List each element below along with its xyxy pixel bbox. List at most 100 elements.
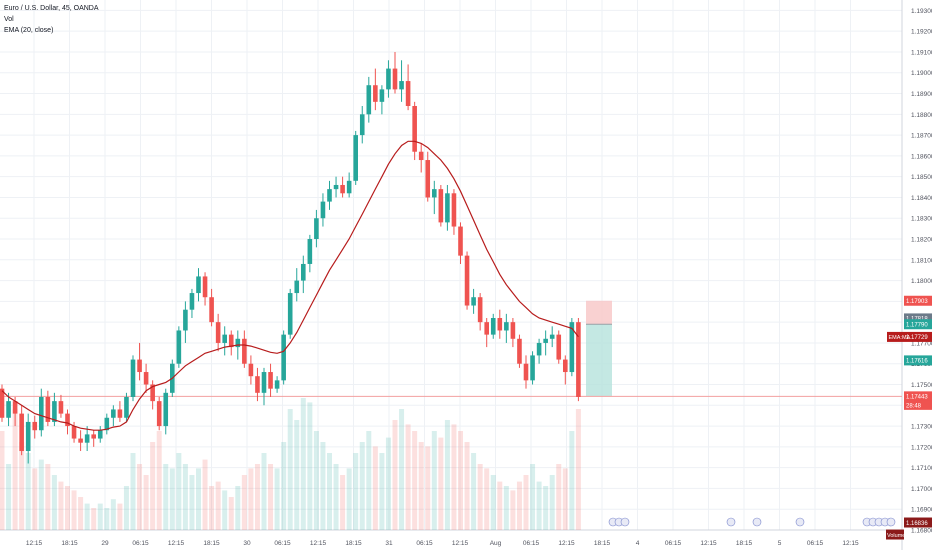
candle-body [202, 276, 208, 298]
economic-event-icon [795, 517, 805, 527]
volume-bar [484, 468, 490, 530]
volume-bar [189, 475, 195, 530]
price-axis-label-bg [904, 355, 932, 366]
volume-bar [438, 437, 444, 530]
price-axis-label-bg [904, 295, 932, 306]
candle-body [91, 434, 96, 439]
volume-bar [156, 431, 162, 530]
x-tick-label: 30 [243, 540, 251, 547]
candle-body [301, 263, 306, 281]
volume-bar [536, 481, 542, 530]
candle-body [353, 135, 358, 181]
volume-bar [51, 475, 57, 530]
x-tick-label: 12:15 [26, 540, 43, 547]
volume-bar [215, 481, 221, 530]
x-tick-label: 29 [101, 540, 109, 547]
volume-bar [490, 475, 496, 530]
volume-bar [268, 464, 274, 530]
x-tick-label: 18:15 [345, 540, 362, 547]
chart-legend: Euro / U.S. Dollar, 45, OANDA Vol EMA (2… [4, 3, 99, 36]
volume-bar [25, 453, 31, 530]
volume-bar [399, 409, 405, 530]
volume-bar [333, 464, 339, 530]
price-axis-label: 1.16836 [906, 521, 928, 527]
candle-body [386, 68, 391, 90]
volume-tag: Volume [887, 533, 905, 539]
volume-bar [503, 486, 509, 530]
y-tick-label: 1.18400 [911, 195, 932, 202]
candle-body [432, 189, 437, 198]
candle-body [0, 388, 5, 418]
grid-lines [0, 0, 902, 531]
volume-bar [575, 409, 581, 530]
volume-bar [392, 420, 398, 530]
candle-body [189, 293, 195, 310]
candle-body [484, 322, 489, 335]
candle-body [65, 413, 70, 427]
x-tick-label: 5 [778, 540, 782, 547]
y-tick-label: 1.18200 [911, 237, 932, 244]
candle-body [281, 334, 286, 381]
volume-bar [150, 442, 156, 530]
economic-event-icon [726, 517, 736, 527]
volume-bar [117, 503, 123, 530]
candle-body [25, 421, 31, 452]
candle-body [287, 293, 293, 335]
x-tick-label: 31 [385, 540, 393, 547]
volume-bar [12, 409, 18, 530]
volume-bar [418, 442, 424, 530]
symbol-title[interactable]: Euro / U.S. Dollar, 45, OANDA [4, 5, 99, 12]
volume-bar [530, 464, 536, 530]
candle-body [543, 338, 548, 343]
candle-body [523, 363, 529, 381]
candle-body [320, 201, 326, 219]
volume-bars [0, 398, 581, 530]
volume-bar [431, 431, 437, 530]
y-tick-label: 1.18700 [911, 133, 932, 140]
x-tick-label: 4 [636, 540, 640, 547]
price-axis-label: 1.17443 [906, 395, 928, 401]
candle-body [458, 226, 463, 256]
candle-body [327, 189, 332, 202]
volume-bar [228, 497, 234, 530]
candle-body [183, 309, 188, 331]
candle-body [137, 359, 142, 373]
price-axis-label-bg [904, 517, 932, 528]
volume-bar [523, 475, 529, 530]
volume-bar [353, 453, 359, 530]
candle-body [97, 430, 103, 439]
volume-bar [294, 420, 300, 530]
volume-bar [163, 464, 169, 530]
ema-indicator-label[interactable]: EMA (20, close) [4, 27, 54, 34]
candle-body [359, 114, 365, 136]
candle-body [451, 193, 457, 227]
candle-body [124, 396, 129, 418]
candle-body [268, 372, 273, 389]
volume-bar [471, 453, 477, 530]
volume-bar [65, 486, 70, 530]
x-tick-label: 12:15 [310, 540, 327, 547]
volume-bar [254, 464, 260, 530]
x-tick-label: 12:15 [700, 540, 717, 547]
volume-bar [510, 490, 516, 530]
volume-bar [84, 503, 90, 530]
volume-bar [405, 424, 411, 530]
x-tick-label: 06:15 [523, 540, 540, 547]
candle-body [490, 318, 496, 335]
y-tick-label: 1.18100 [911, 257, 932, 264]
volume-bar [281, 442, 287, 530]
volume-bar [274, 468, 280, 530]
candle-body [392, 68, 398, 90]
x-tick-label: 18:15 [203, 540, 220, 547]
x-tick-label: 18:15 [61, 540, 78, 547]
volume-bar [543, 486, 549, 530]
candle-body [228, 334, 234, 348]
candle-body [576, 322, 581, 397]
volume-bar [110, 499, 116, 530]
economic-event-icon [752, 517, 762, 527]
volume-indicator-label[interactable]: Vol [4, 16, 14, 23]
volume-bar [143, 475, 149, 530]
volume-bar [222, 490, 228, 530]
